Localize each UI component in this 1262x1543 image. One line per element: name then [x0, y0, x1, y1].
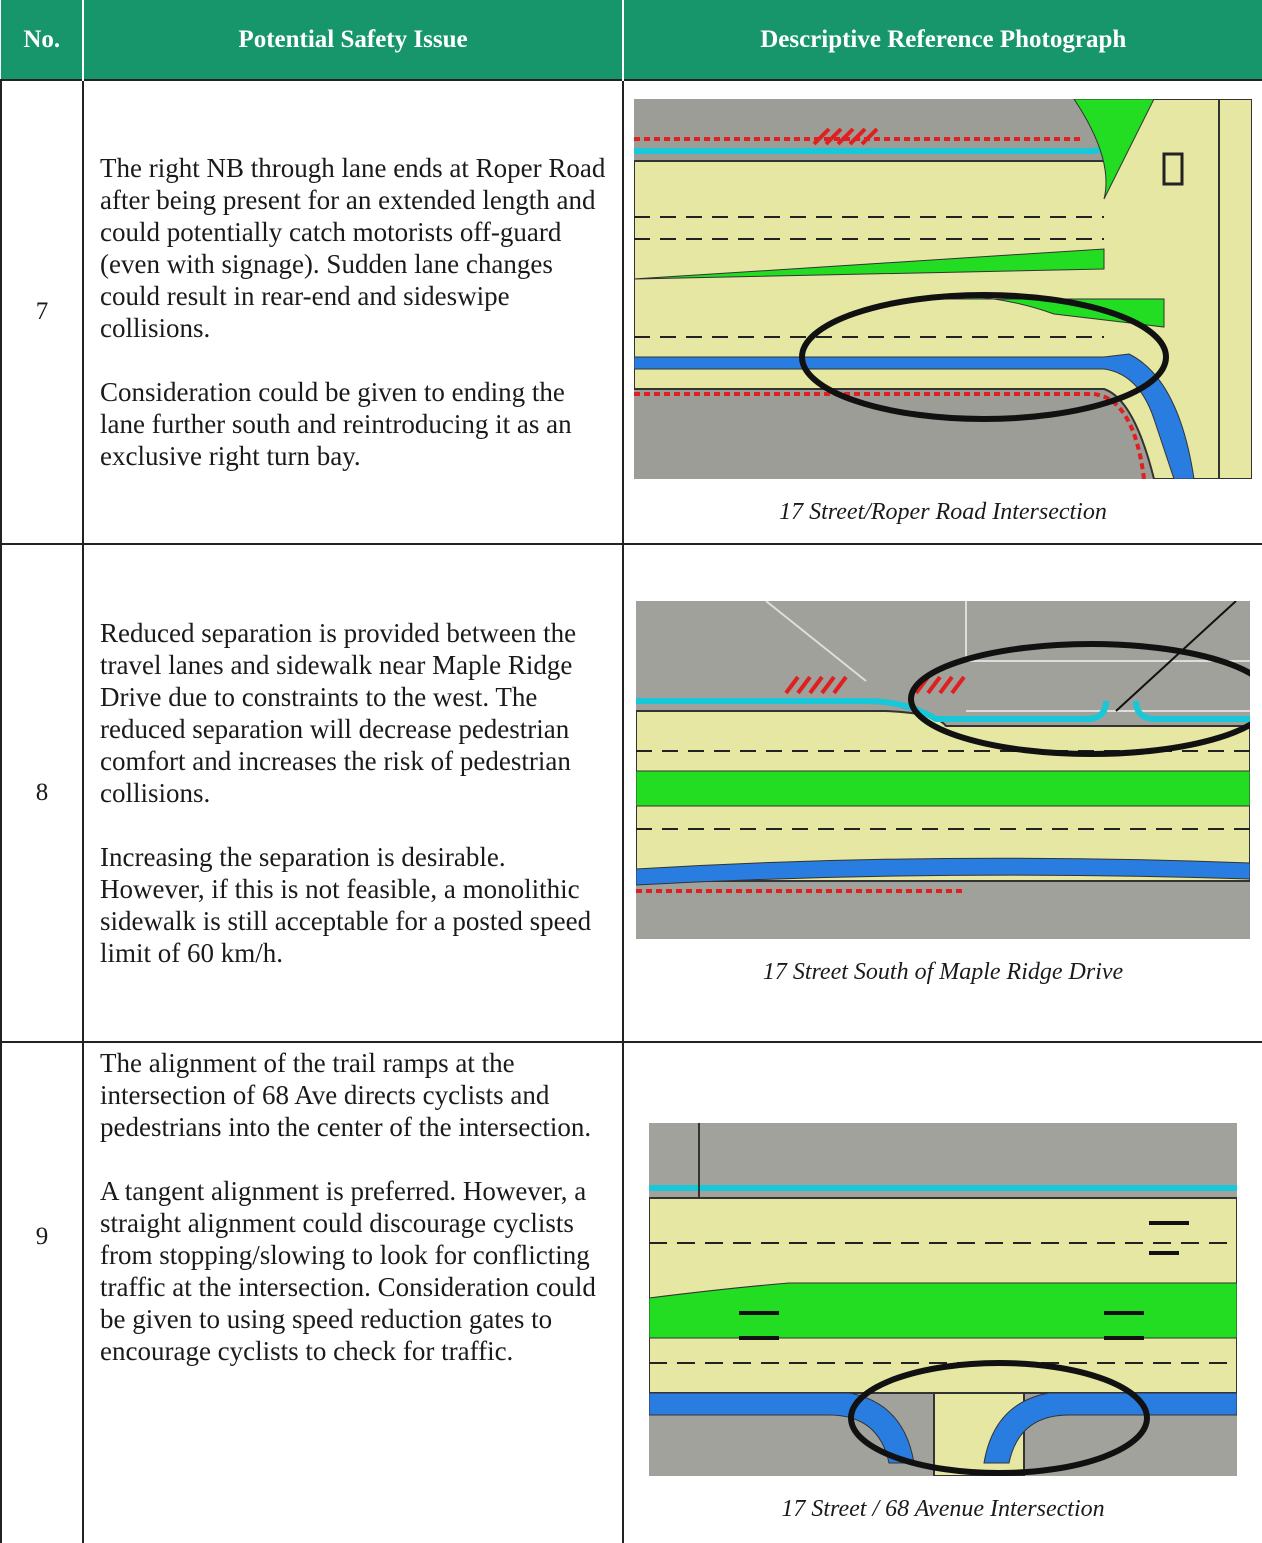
paragraph: The right NB through lane ends at Roper …: [100, 153, 606, 343]
paragraph: A tangent alignment is preferred. Howeve…: [100, 1176, 596, 1366]
issue-cell: Reduced separation is provided between t…: [82, 543, 624, 1043]
row: 8 Reduced separation is provided between…: [0, 543, 1262, 1043]
paragraph: Reduced separation is provided between t…: [100, 618, 577, 808]
photo-caption: 17 Street South of Maple Ridge Drive: [762, 958, 1124, 985]
plan-drawing: [636, 600, 1250, 939]
header-row: No. Potential Safety Issue Descriptive R…: [0, 0, 1262, 81]
row-number: 8: [0, 543, 84, 1043]
row-number: 7: [0, 79, 84, 545]
row-number: 9: [0, 1041, 84, 1543]
photo-caption: 17 Street / 68 Avenue Intersection: [781, 1496, 1105, 1522]
paragraph: Increasing the separation is desirable. …: [100, 842, 592, 968]
paragraph: Consideration could be given to ending t…: [100, 377, 572, 471]
header-cell: No.: [0, 0, 84, 81]
photo-cell: 17 Street / 68 Avenue Intersection: [622, 1041, 1262, 1543]
photo-caption: 17 Street/Roper Road Intersection: [779, 498, 1107, 525]
issue-cell: The alignment of the trail ramps at the …: [82, 1041, 624, 1543]
row: 7 The right NB through lane ends at Rope…: [0, 79, 1262, 545]
header-cell: Descriptive Reference Photograph: [622, 0, 1262, 81]
photo-cell: 17 Street South of Maple Ridge Drive: [622, 543, 1262, 1043]
row: 9 The alignment of the trail ramps at th…: [0, 1041, 1262, 1543]
paragraph: The alignment of the trail ramps at the …: [100, 1048, 592, 1142]
plan-drawing: [634, 98, 1252, 479]
issue-cell: The right NB through lane ends at Roper …: [82, 79, 624, 545]
photo-cell: 17 Street/Roper Road Intersection: [622, 79, 1262, 545]
plan-drawing: [649, 1123, 1237, 1476]
header-cell: Potential Safety Issue: [82, 0, 624, 81]
